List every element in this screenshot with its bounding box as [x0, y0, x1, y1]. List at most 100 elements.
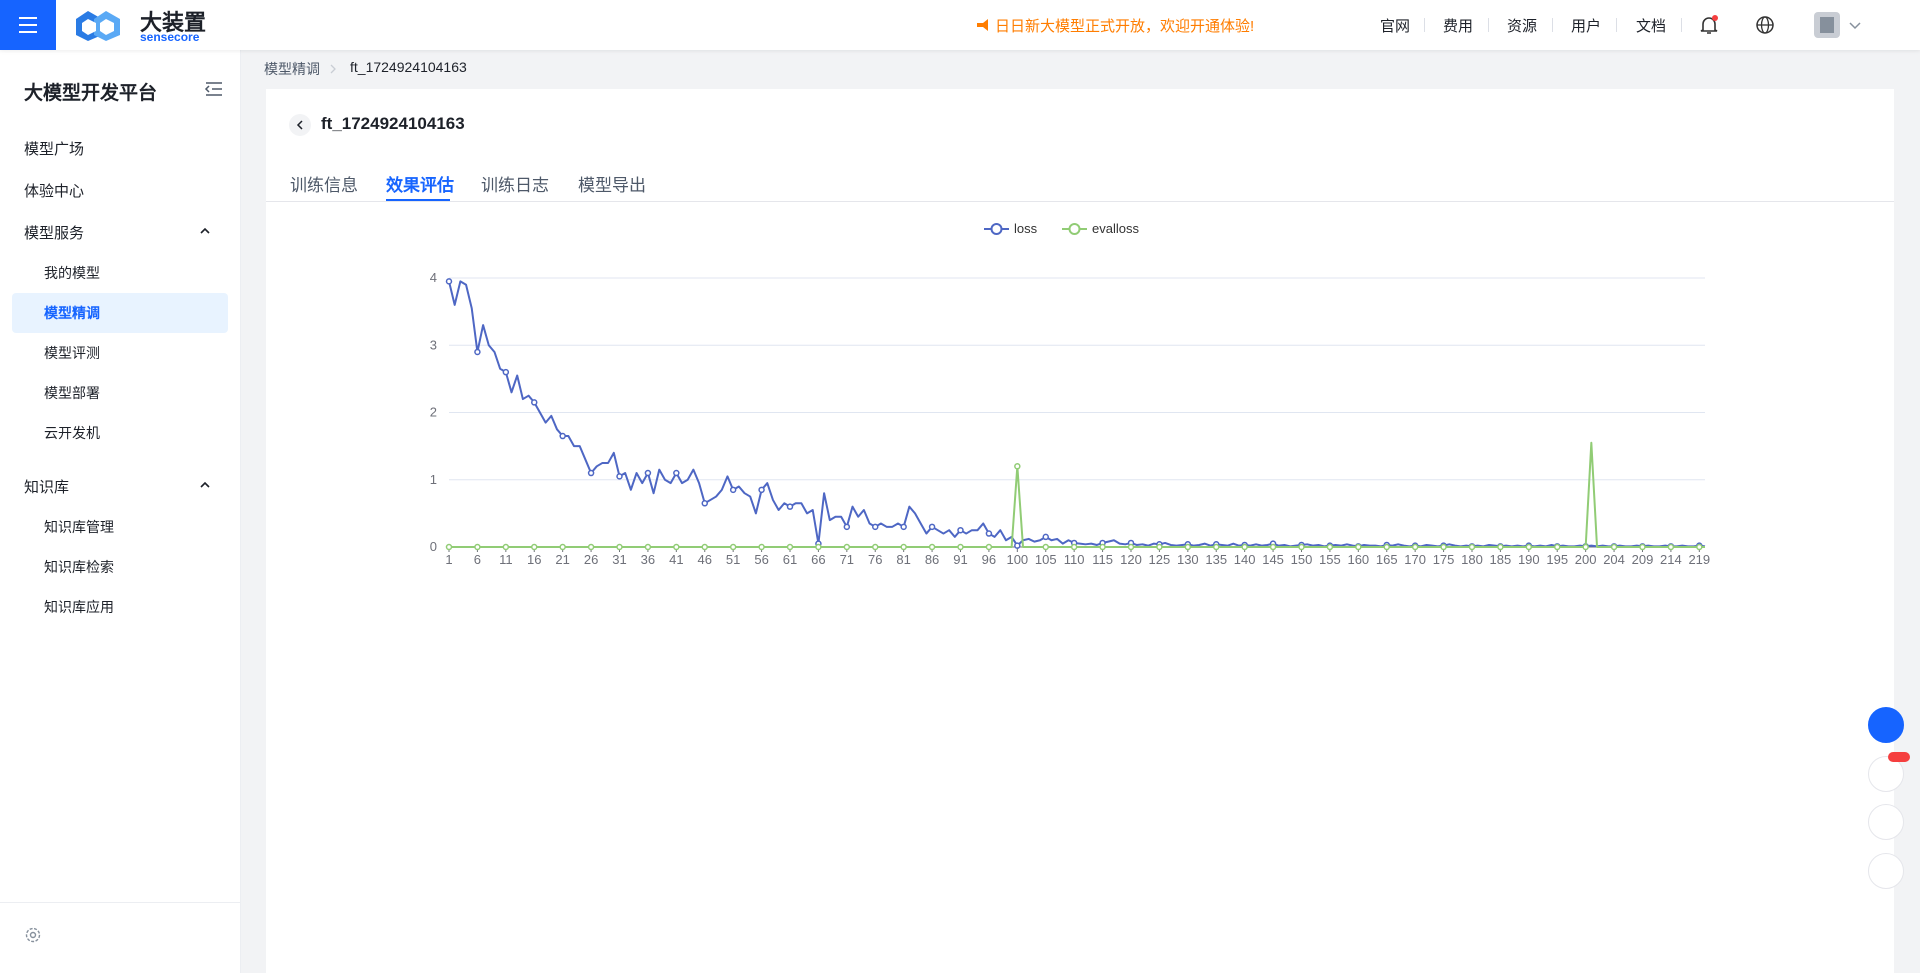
collapse-float-button[interactable] [1868, 853, 1904, 889]
announce-button[interactable] [1868, 756, 1904, 792]
x-tick-label: 26 [584, 552, 598, 567]
language-icon[interactable] [1755, 15, 1775, 35]
point-marker [1269, 543, 1277, 551]
point-marker [1014, 542, 1021, 549]
y-tick-label: 4 [430, 270, 437, 285]
menu-button[interactable] [0, 0, 56, 50]
x-tick-label: 125 [1149, 552, 1171, 567]
menu-item[interactable]: 模型广场 [24, 141, 85, 158]
x-tick-label: 46 [698, 552, 712, 567]
point-marker [559, 543, 566, 551]
point-marker [871, 543, 879, 551]
settings-icon[interactable] [24, 926, 42, 944]
menu-item-active[interactable]: 模型精调 [44, 305, 100, 321]
x-tick-label: 31 [612, 552, 626, 567]
x-tick-label: 16 [527, 552, 541, 567]
breadcrumb-item[interactable]: 模型精调 [264, 61, 320, 77]
page-title: ft_1724924104163 [321, 114, 465, 133]
breadcrumb-separator [330, 64, 336, 74]
nav-link[interactable]: 文档 [1636, 18, 1667, 35]
menu-item[interactable]: 模型部署 [44, 385, 100, 401]
point-marker [474, 348, 481, 356]
tab-active[interactable]: 效果评估 [386, 176, 454, 195]
point-marker [928, 543, 936, 551]
menu-item[interactable]: 模型评测 [44, 345, 100, 361]
tab[interactable]: 模型导出 [578, 176, 646, 195]
menu-item[interactable]: 云开发机 [44, 425, 100, 441]
bell-icon[interactable] [1698, 14, 1720, 36]
x-tick-label: 100 [1006, 552, 1028, 567]
point-marker [559, 432, 566, 440]
point-marker [1070, 543, 1078, 551]
x-tick-label: 195 [1546, 552, 1568, 567]
tab[interactable]: 训练日志 [481, 176, 549, 195]
x-tick-label: 130 [1177, 552, 1199, 567]
point-marker [1525, 543, 1533, 551]
x-tick-label: 165 [1376, 552, 1398, 567]
separator [1681, 18, 1682, 32]
x-tick-label: 120 [1120, 552, 1142, 567]
tab[interactable]: 训练信息 [290, 176, 358, 195]
x-tick-label: 175 [1433, 552, 1455, 567]
nav-link[interactable]: 用户 [1571, 18, 1602, 35]
breadcrumb-item: ft_1724924104163 [350, 59, 467, 75]
point-marker [786, 503, 794, 510]
x-tick-label: 36 [641, 552, 655, 567]
point-marker [957, 526, 964, 534]
x-tick-label: 6 [474, 552, 481, 567]
point-marker [1355, 543, 1362, 551]
menu-item[interactable]: 知识库管理 [44, 519, 114, 535]
legend-label: loss [1014, 221, 1038, 236]
back-button[interactable] [288, 113, 312, 137]
point-marker [1411, 543, 1419, 551]
menu-item[interactable]: 知识库应用 [44, 599, 114, 615]
x-tick-label: 11 [499, 552, 513, 567]
collapse-icon[interactable] [204, 80, 224, 98]
point-marker [1639, 543, 1646, 551]
y-tick-label: 2 [430, 405, 437, 420]
menu-group[interactable]: 知识库 [24, 479, 70, 496]
point-marker [1241, 543, 1248, 551]
point-marker [985, 543, 993, 551]
point-marker [587, 469, 595, 477]
nav-link[interactable]: 官网 [1380, 18, 1411, 35]
series-line [449, 441, 1705, 548]
x-tick-label: 219 [1688, 552, 1710, 567]
logo-icon [76, 11, 120, 41]
x-tick-label: 190 [1518, 552, 1540, 567]
nav-link[interactable]: 费用 [1443, 18, 1474, 35]
point-marker [985, 530, 993, 537]
menu-item[interactable]: 体验中心 [24, 183, 85, 200]
tab-underline [386, 199, 450, 202]
point-marker [928, 523, 936, 531]
x-tick-label: 105 [1035, 552, 1057, 567]
nav-link[interactable]: 资源 [1507, 18, 1538, 35]
x-tick-label: 200 [1575, 552, 1597, 567]
avatar[interactable] [1812, 8, 1862, 42]
assistant-button[interactable] [1868, 707, 1904, 743]
separator [1424, 18, 1425, 32]
point-marker [900, 543, 907, 551]
point-marker [502, 543, 510, 551]
x-tick-label: 51 [726, 552, 740, 567]
point-marker [644, 469, 652, 477]
point-marker [900, 523, 907, 531]
x-tick-label: 185 [1490, 552, 1512, 567]
menu-item[interactable]: 知识库检索 [44, 559, 114, 575]
series-line [448, 280, 1706, 548]
x-tick-label: 140 [1234, 552, 1256, 567]
point-marker [1383, 543, 1390, 551]
x-tick-label: 86 [925, 552, 939, 567]
point-marker [1553, 543, 1561, 551]
menu-item[interactable]: 我的模型 [44, 265, 100, 281]
notice[interactable]: 日日新大模型正式开放，欢迎开通体验! [995, 18, 1255, 35]
point-marker [673, 543, 680, 551]
support-button[interactable] [1868, 804, 1904, 840]
menu-icon [19, 17, 37, 33]
logo-name: 大装置 [140, 10, 207, 35]
menu-group[interactable]: 模型服务 [24, 225, 85, 242]
point-marker [1042, 543, 1049, 551]
point-marker [1610, 543, 1618, 551]
point-marker [758, 543, 765, 551]
